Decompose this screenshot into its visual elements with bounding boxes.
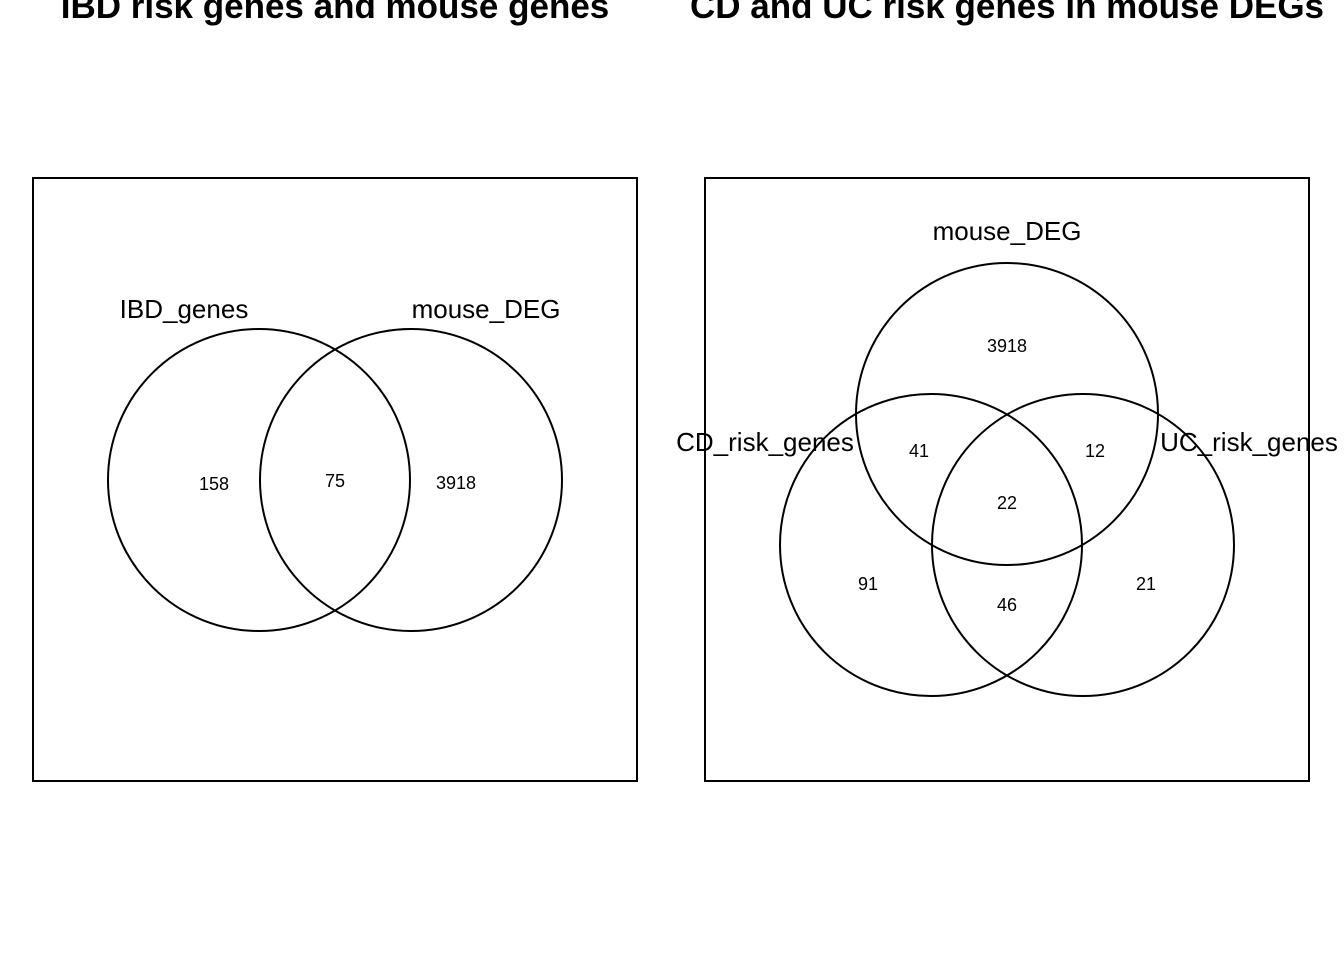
set-label-mouse-deg: mouse_DEG [412, 294, 561, 324]
set-label-mouse-deg: mouse_DEG [933, 216, 1082, 246]
region-count-mouse-only: 3918 [987, 336, 1027, 356]
set-circle-mouse-deg [259, 328, 563, 632]
panel-frame [704, 177, 1310, 782]
region-count-all-three: 22 [997, 493, 1017, 513]
set-label-uc-risk-genes: UC_risk_genes [1160, 427, 1338, 457]
set-circle-ibd-genes [107, 328, 411, 632]
region-count-ibd-mouse-overlap: 75 [325, 471, 345, 491]
panel-frame [32, 177, 638, 782]
region-count-uc-only: 21 [1136, 574, 1156, 594]
set-label-ibd-genes: IBD_genes [120, 294, 249, 324]
region-count-cd-only: 91 [858, 574, 878, 594]
region-count-mouse-only: 3918 [436, 473, 476, 493]
set-label-cd-risk-genes: CD_risk_genes [676, 427, 854, 457]
venn-panel-ibd-mouse: IBD risk genes and mouse genes IBD_genes… [32, 0, 638, 782]
set-circle-cd-risk-genes [779, 393, 1083, 697]
venn-panel-cd-uc-mouse: CD and UC risk genes in mouse DEGs mouse… [676, 0, 1338, 782]
panel-title-cd-uc-mouse: CD and UC risk genes in mouse DEGs [690, 0, 1324, 26]
region-count-cd-uc: 46 [997, 595, 1017, 615]
set-circle-uc-risk-genes [931, 393, 1235, 697]
panel-title-ibd-mouse: IBD risk genes and mouse genes [61, 0, 610, 26]
region-count-mouse-cd: 41 [909, 441, 929, 461]
region-count-mouse-uc: 12 [1085, 441, 1105, 461]
region-count-ibd-only: 158 [199, 474, 229, 494]
